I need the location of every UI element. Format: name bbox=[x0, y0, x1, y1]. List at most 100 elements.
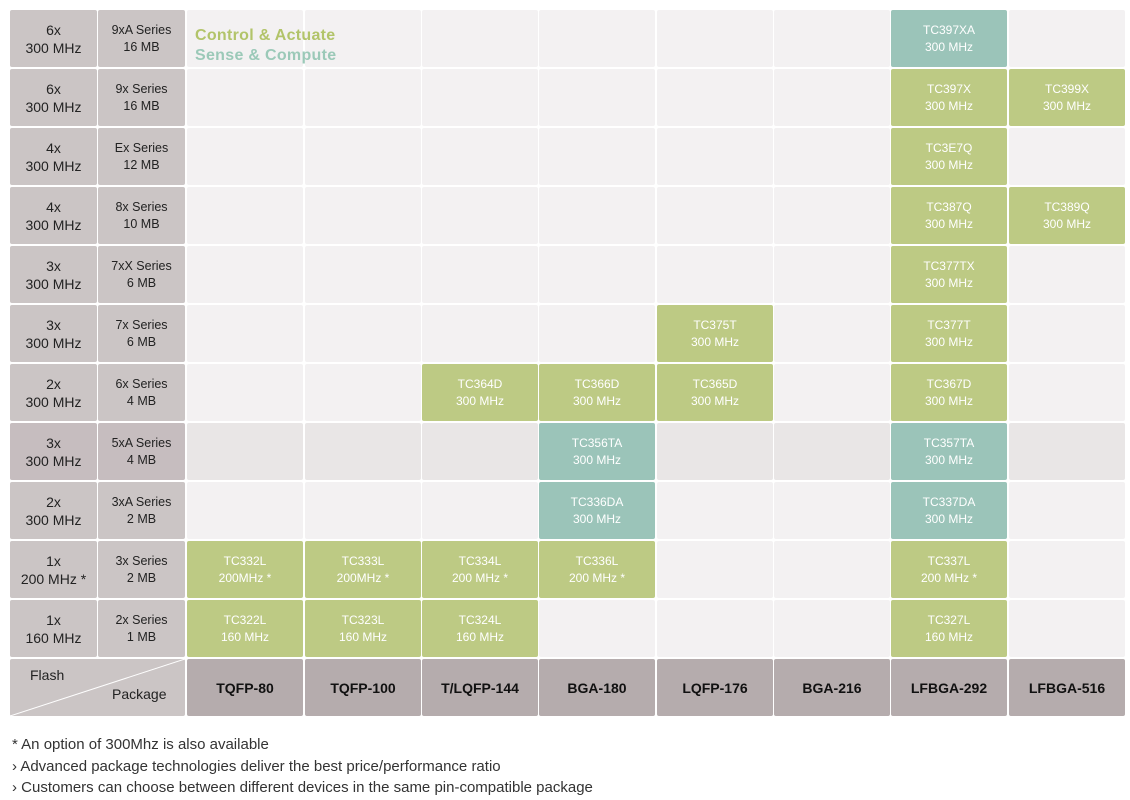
device-name: TC399X bbox=[1044, 81, 1090, 96]
device-cell[interactable]: TC324L 160 MHz bbox=[422, 600, 538, 657]
device-cell[interactable]: TC327L 160 MHz bbox=[891, 600, 1007, 657]
empty-cell bbox=[774, 364, 890, 421]
cpu-frequency: 300 MHz bbox=[25, 334, 82, 351]
core-frequency-label: 1x 200 MHz * bbox=[10, 541, 97, 598]
series-name: Ex Series bbox=[114, 140, 169, 155]
device-frequency: 300 MHz bbox=[455, 393, 505, 408]
device-cell[interactable]: TC337DA 300 MHz bbox=[891, 482, 1007, 539]
cpu-frequency: 300 MHz bbox=[25, 39, 82, 56]
device-cell[interactable]: TC375T 300 MHz bbox=[657, 305, 773, 362]
device-name: TC367D bbox=[926, 376, 972, 391]
device-name: TC336L bbox=[575, 553, 619, 568]
device-cell[interactable]: TC336L 200 MHz * bbox=[539, 541, 655, 598]
device-cell[interactable]: TC364D 300 MHz bbox=[422, 364, 538, 421]
device-name: TC322L bbox=[223, 612, 267, 627]
package-header: TQFP-100 bbox=[305, 659, 421, 716]
device-cell[interactable]: TC387Q 300 MHz bbox=[891, 187, 1007, 244]
flash-size: 1 MB bbox=[126, 629, 157, 644]
device-frequency: 300 MHz bbox=[690, 334, 740, 349]
device-cell[interactable]: TC377TX 300 MHz bbox=[891, 246, 1007, 303]
cpu-frequency: 300 MHz bbox=[25, 275, 82, 292]
flash-size: 2 MB bbox=[126, 511, 157, 526]
empty-cell bbox=[1009, 600, 1125, 657]
core-frequency-label: 6x 300 MHz bbox=[10, 69, 97, 126]
series-name: 9x Series bbox=[115, 81, 168, 96]
device-cell[interactable]: TC365D 300 MHz bbox=[657, 364, 773, 421]
device-cell[interactable]: TC356TA 300 MHz bbox=[539, 423, 655, 480]
empty-cell bbox=[1009, 128, 1125, 185]
core-frequency-label: 4x 300 MHz bbox=[10, 187, 97, 244]
device-cell[interactable]: TC366D 300 MHz bbox=[539, 364, 655, 421]
empty-cell bbox=[657, 187, 773, 244]
core-count: 3x bbox=[46, 257, 61, 274]
core-frequency-label: 2x 300 MHz bbox=[10, 364, 97, 421]
package-name: LFBGA-516 bbox=[1028, 679, 1106, 696]
empty-cell bbox=[187, 246, 303, 303]
footnotes: * An option of 300Mhz is also available … bbox=[12, 734, 593, 799]
empty-cell bbox=[422, 246, 538, 303]
package-name: BGA-216 bbox=[802, 679, 862, 696]
device-name: TC337L bbox=[927, 553, 971, 568]
device-cell[interactable]: TC333L 200MHz * bbox=[305, 541, 421, 598]
empty-cell bbox=[187, 305, 303, 362]
corner-header: Flash Package bbox=[10, 659, 185, 716]
legend: Control & Actuate Sense & Compute bbox=[195, 26, 336, 66]
cpu-frequency: 200 MHz * bbox=[20, 570, 87, 587]
device-frequency: 200MHz * bbox=[336, 570, 390, 585]
device-name: TC366D bbox=[574, 376, 620, 391]
device-cell[interactable]: TC377T 300 MHz bbox=[891, 305, 1007, 362]
empty-cell bbox=[657, 423, 773, 480]
device-cell[interactable]: TC3E7Q 300 MHz bbox=[891, 128, 1007, 185]
flash-size: 12 MB bbox=[123, 157, 160, 172]
device-cell[interactable]: TC399X 300 MHz bbox=[1009, 69, 1125, 126]
device-cell[interactable]: TC397X 300 MHz bbox=[891, 69, 1007, 126]
device-name: TC3E7Q bbox=[925, 140, 973, 155]
device-frequency: 300 MHz bbox=[924, 334, 974, 349]
empty-cell bbox=[422, 10, 538, 67]
device-cell[interactable]: TC337L 200 MHz * bbox=[891, 541, 1007, 598]
package-header: BGA-216 bbox=[774, 659, 890, 716]
core-frequency-label: 2x 300 MHz bbox=[10, 482, 97, 539]
series-flash-label: 6x Series 4 MB bbox=[98, 364, 185, 421]
device-name: TC365D bbox=[692, 376, 738, 391]
core-frequency-label: 6x 300 MHz bbox=[10, 10, 97, 67]
core-frequency-label: 3x 300 MHz bbox=[10, 305, 97, 362]
flash-size: 16 MB bbox=[123, 98, 160, 113]
series-name: 3xA Series bbox=[111, 494, 172, 509]
device-frequency: 300 MHz bbox=[572, 511, 622, 526]
device-cell[interactable]: TC336DA 300 MHz bbox=[539, 482, 655, 539]
device-cell[interactable]: TC367D 300 MHz bbox=[891, 364, 1007, 421]
empty-cell bbox=[422, 69, 538, 126]
series-name: 9xA Series bbox=[111, 22, 172, 37]
device-frequency: 160 MHz bbox=[220, 629, 270, 644]
device-frequency: 300 MHz bbox=[1042, 216, 1092, 231]
device-frequency: 300 MHz bbox=[1042, 98, 1092, 113]
empty-cell bbox=[539, 69, 655, 126]
empty-cell bbox=[305, 482, 421, 539]
legend-sense: Sense & Compute bbox=[195, 47, 337, 64]
package-header: LFBGA-516 bbox=[1009, 659, 1125, 716]
package-header: TQFP-80 bbox=[187, 659, 303, 716]
empty-cell bbox=[1009, 364, 1125, 421]
device-cell[interactable]: TC389Q 300 MHz bbox=[1009, 187, 1125, 244]
empty-cell bbox=[774, 69, 890, 126]
package-header: T/LQFP-144 bbox=[422, 659, 538, 716]
empty-cell bbox=[305, 423, 421, 480]
core-count: 2x bbox=[46, 493, 61, 510]
empty-cell bbox=[1009, 423, 1125, 480]
device-cell[interactable]: TC323L 160 MHz bbox=[305, 600, 421, 657]
device-cell[interactable]: TC357TA 300 MHz bbox=[891, 423, 1007, 480]
device-cell[interactable]: TC397XA 300 MHz bbox=[891, 10, 1007, 67]
empty-cell bbox=[657, 482, 773, 539]
empty-cell bbox=[657, 128, 773, 185]
package-name: T/LQFP-144 bbox=[441, 679, 519, 696]
flash-size: 6 MB bbox=[126, 334, 157, 349]
flash-size: 4 MB bbox=[126, 452, 157, 467]
device-frequency: 300 MHz bbox=[572, 393, 622, 408]
empty-cell bbox=[187, 128, 303, 185]
device-cell[interactable]: TC322L 160 MHz bbox=[187, 600, 303, 657]
cpu-frequency: 300 MHz bbox=[25, 216, 82, 233]
device-cell[interactable]: TC332L 200MHz * bbox=[187, 541, 303, 598]
device-cell[interactable]: TC334L 200 MHz * bbox=[422, 541, 538, 598]
empty-cell bbox=[187, 423, 303, 480]
